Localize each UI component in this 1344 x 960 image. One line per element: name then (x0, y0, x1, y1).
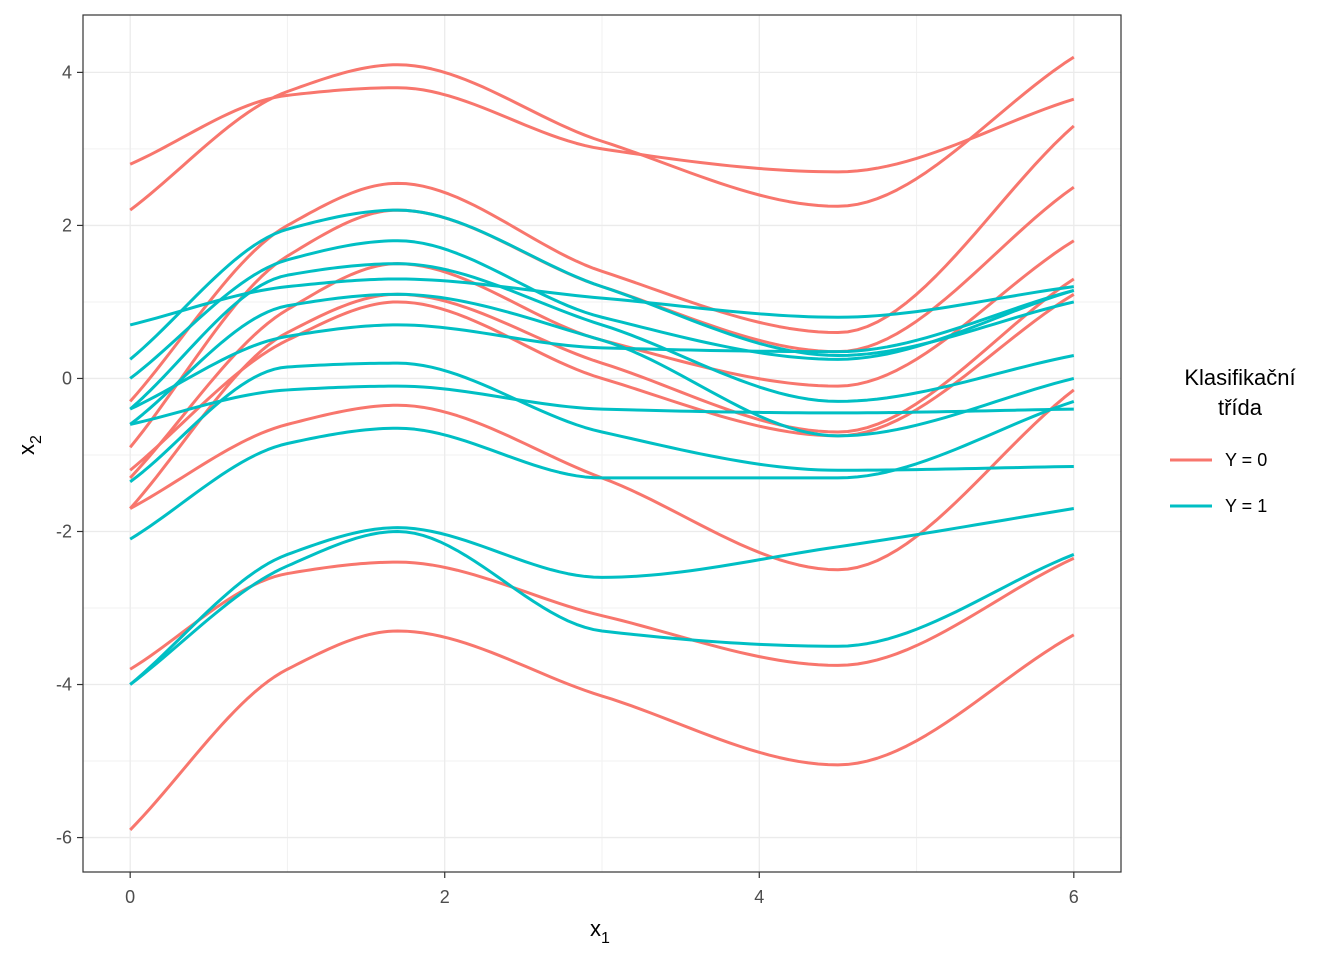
series-line-y0 (129, 629, 1075, 831)
series-line-y1 (129, 208, 1075, 361)
y-tick-label: 4 (62, 62, 72, 82)
y-axis-title: x2 (14, 435, 45, 455)
y-tick-label: -4 (56, 675, 72, 695)
x-tick-label: 6 (1069, 887, 1079, 907)
x-tick-label: 4 (754, 887, 764, 907)
series-line-y1 (129, 361, 1074, 483)
legend: Klasifikační třída Y = 0 Y = 1 (1170, 365, 1296, 516)
y-axis-title-sub: 2 (28, 435, 45, 444)
series-line-y1 (129, 292, 1075, 438)
y-tick-label: 0 (62, 368, 72, 388)
x-tick-label: 2 (440, 887, 450, 907)
y-tick-label: 2 (62, 215, 72, 235)
x-axis-title-sub: 1 (601, 930, 610, 947)
x-tick-label: 0 (125, 887, 135, 907)
x-axis-title-main: x (590, 916, 601, 941)
y-tick-label: -2 (56, 521, 72, 541)
grid-major (83, 15, 1121, 872)
axis-ticks: 0 2 4 6 -6 -4 -2 0 2 4 (56, 62, 1079, 907)
series-line-y1 (129, 384, 1074, 426)
series-layer (129, 55, 1075, 831)
series-line-y1 (129, 507, 1075, 686)
series-line-y1 (129, 289, 1075, 411)
series-line-y1 (129, 239, 1075, 380)
y-tick-label: -6 (56, 828, 72, 848)
legend-title-line2: třída (1218, 395, 1263, 420)
series-line-y1 (129, 530, 1075, 686)
y-axis-title-main: x (14, 444, 39, 455)
series-line-y1 (129, 399, 1075, 541)
series-line-y1 (129, 262, 1075, 411)
series-line-y0 (129, 293, 1075, 472)
x-axis-title: x1 (590, 916, 610, 947)
series-line-y0 (129, 124, 1075, 403)
legend-title-line1: Klasifikační (1184, 365, 1295, 390)
series-line-y0 (129, 239, 1075, 479)
legend-label-y1: Y = 1 (1225, 496, 1267, 516)
legend-label-y0: Y = 0 (1225, 450, 1267, 470)
series-line-y0 (129, 86, 1075, 174)
series-line-y0 (129, 55, 1075, 212)
panel-border (82, 14, 1122, 873)
series-line-y0 (129, 388, 1075, 572)
series-line-y0 (129, 277, 1075, 510)
